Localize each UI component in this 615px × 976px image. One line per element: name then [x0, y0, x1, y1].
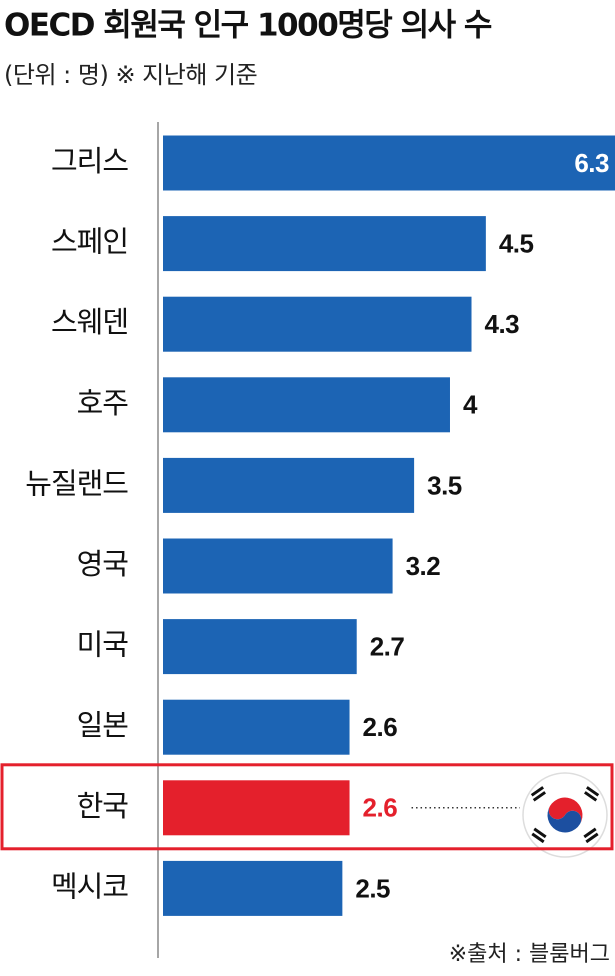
bar [163, 619, 357, 675]
chart-subtitle: (단위 : 명) ※ 지난해 기준 [4, 61, 257, 89]
flag-icon [522, 772, 608, 858]
value-label: 4 [463, 390, 478, 420]
bar [163, 780, 350, 836]
chart-title: OECD 회원국 인구 1000명당 의사 수 [4, 8, 492, 44]
category-label: 스웨덴 [51, 305, 128, 339]
bar [163, 296, 472, 352]
value-label: 2.7 [370, 631, 405, 661]
value-label: 2.6 [363, 793, 398, 823]
category-label: 스페인 [51, 225, 128, 259]
bar [163, 538, 393, 594]
bar [163, 216, 486, 272]
category-label: 미국 [77, 628, 129, 662]
category-label: 호주 [77, 386, 129, 420]
value-label: 3.2 [406, 551, 441, 581]
category-label: 그리스 [51, 144, 128, 178]
value-label: 6.3 [574, 148, 609, 178]
category-label: 뉴질랜드 [25, 466, 128, 500]
value-label: 4.5 [499, 228, 534, 258]
category-label: 일본 [77, 708, 129, 742]
bar [163, 457, 415, 513]
category-label: 한국 [77, 789, 129, 823]
value-label: 3.5 [427, 470, 462, 500]
highlight-box [0, 763, 614, 851]
value-label: 2.6 [363, 712, 398, 742]
bar [163, 135, 615, 191]
category-label: 멕시코 [51, 869, 128, 903]
bar [163, 860, 343, 916]
source: ※출처 : 블룸버그 [449, 942, 610, 967]
value-label: 4.3 [485, 309, 520, 339]
bar [163, 699, 350, 755]
bar [163, 377, 450, 433]
category-label: 영국 [77, 547, 129, 581]
value-label: 2.5 [355, 873, 390, 903]
